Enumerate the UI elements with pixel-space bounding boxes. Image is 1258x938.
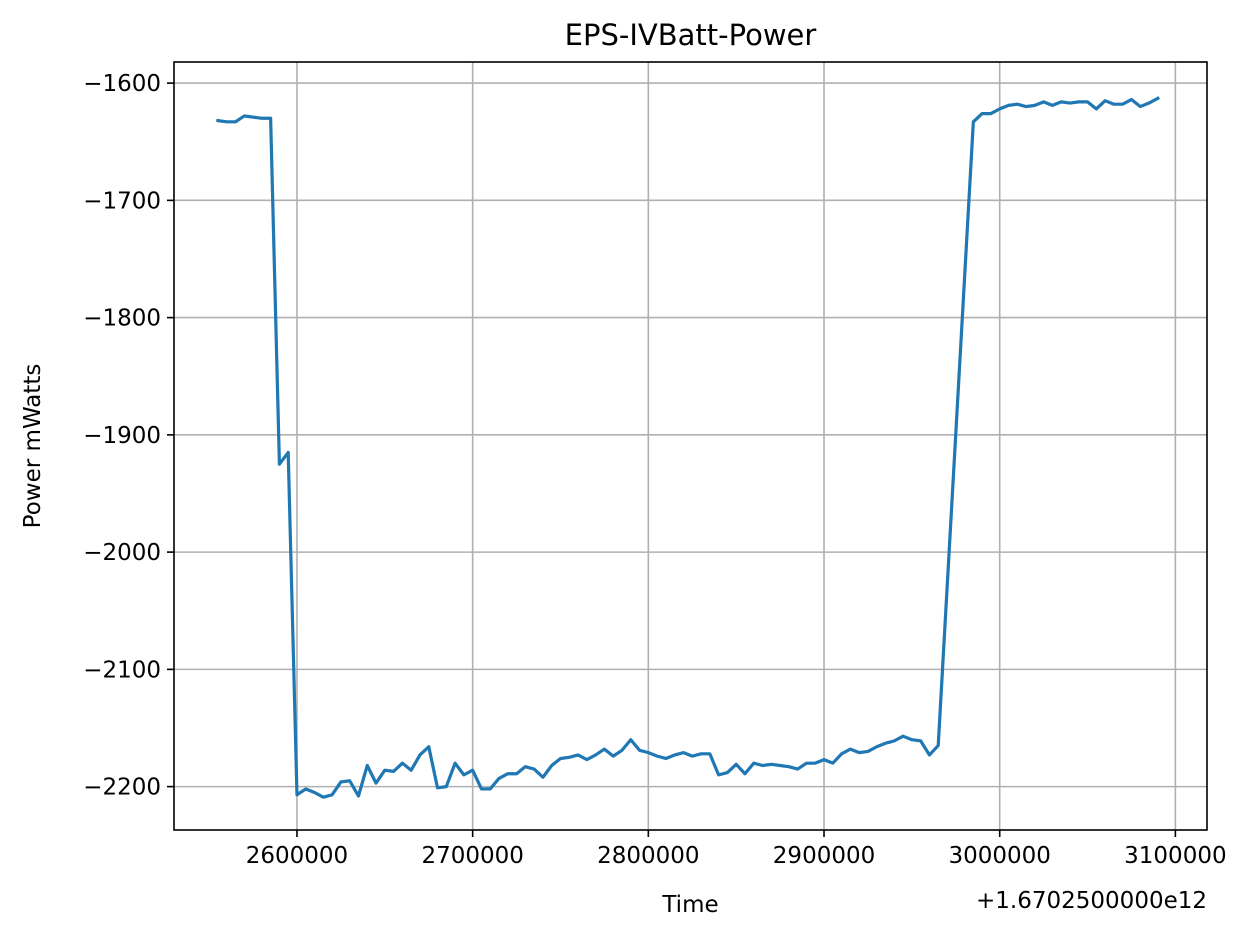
- grid: [174, 62, 1207, 830]
- ticks: 2600000 2700000 2800000 2900000 3000000 31000…: [83, 71, 1226, 869]
- x-tick-label: 2900000: [773, 843, 875, 869]
- y-tick-label: −2100: [83, 657, 161, 683]
- y-tick-label: −2200: [83, 775, 161, 801]
- series-layer: [216, 96, 1160, 799]
- y-tick-label: −1700: [83, 188, 161, 214]
- chart-title: EPS-IVBatt-Power: [565, 18, 817, 52]
- x-tick-label: 2800000: [597, 843, 699, 869]
- x-tick-label: 2600000: [246, 843, 348, 869]
- x-axis-label: Time: [661, 892, 718, 918]
- y-tick-label: −2000: [83, 540, 161, 566]
- y-tick-label: −1800: [83, 306, 161, 332]
- x-tick-label: 3000000: [948, 843, 1050, 869]
- plot-frame: [173, 61, 1208, 831]
- series-line: [216, 96, 1160, 799]
- y-tick-label: −1900: [83, 423, 161, 449]
- x-tick-label: 2700000: [421, 843, 523, 869]
- y-tick-label: −1600: [83, 71, 161, 97]
- y-axis-label: Power mWatts: [20, 364, 46, 529]
- x-axis-offset-label: +1.6702500000e12: [976, 888, 1207, 914]
- x-tick-label: 3100000: [1124, 843, 1226, 869]
